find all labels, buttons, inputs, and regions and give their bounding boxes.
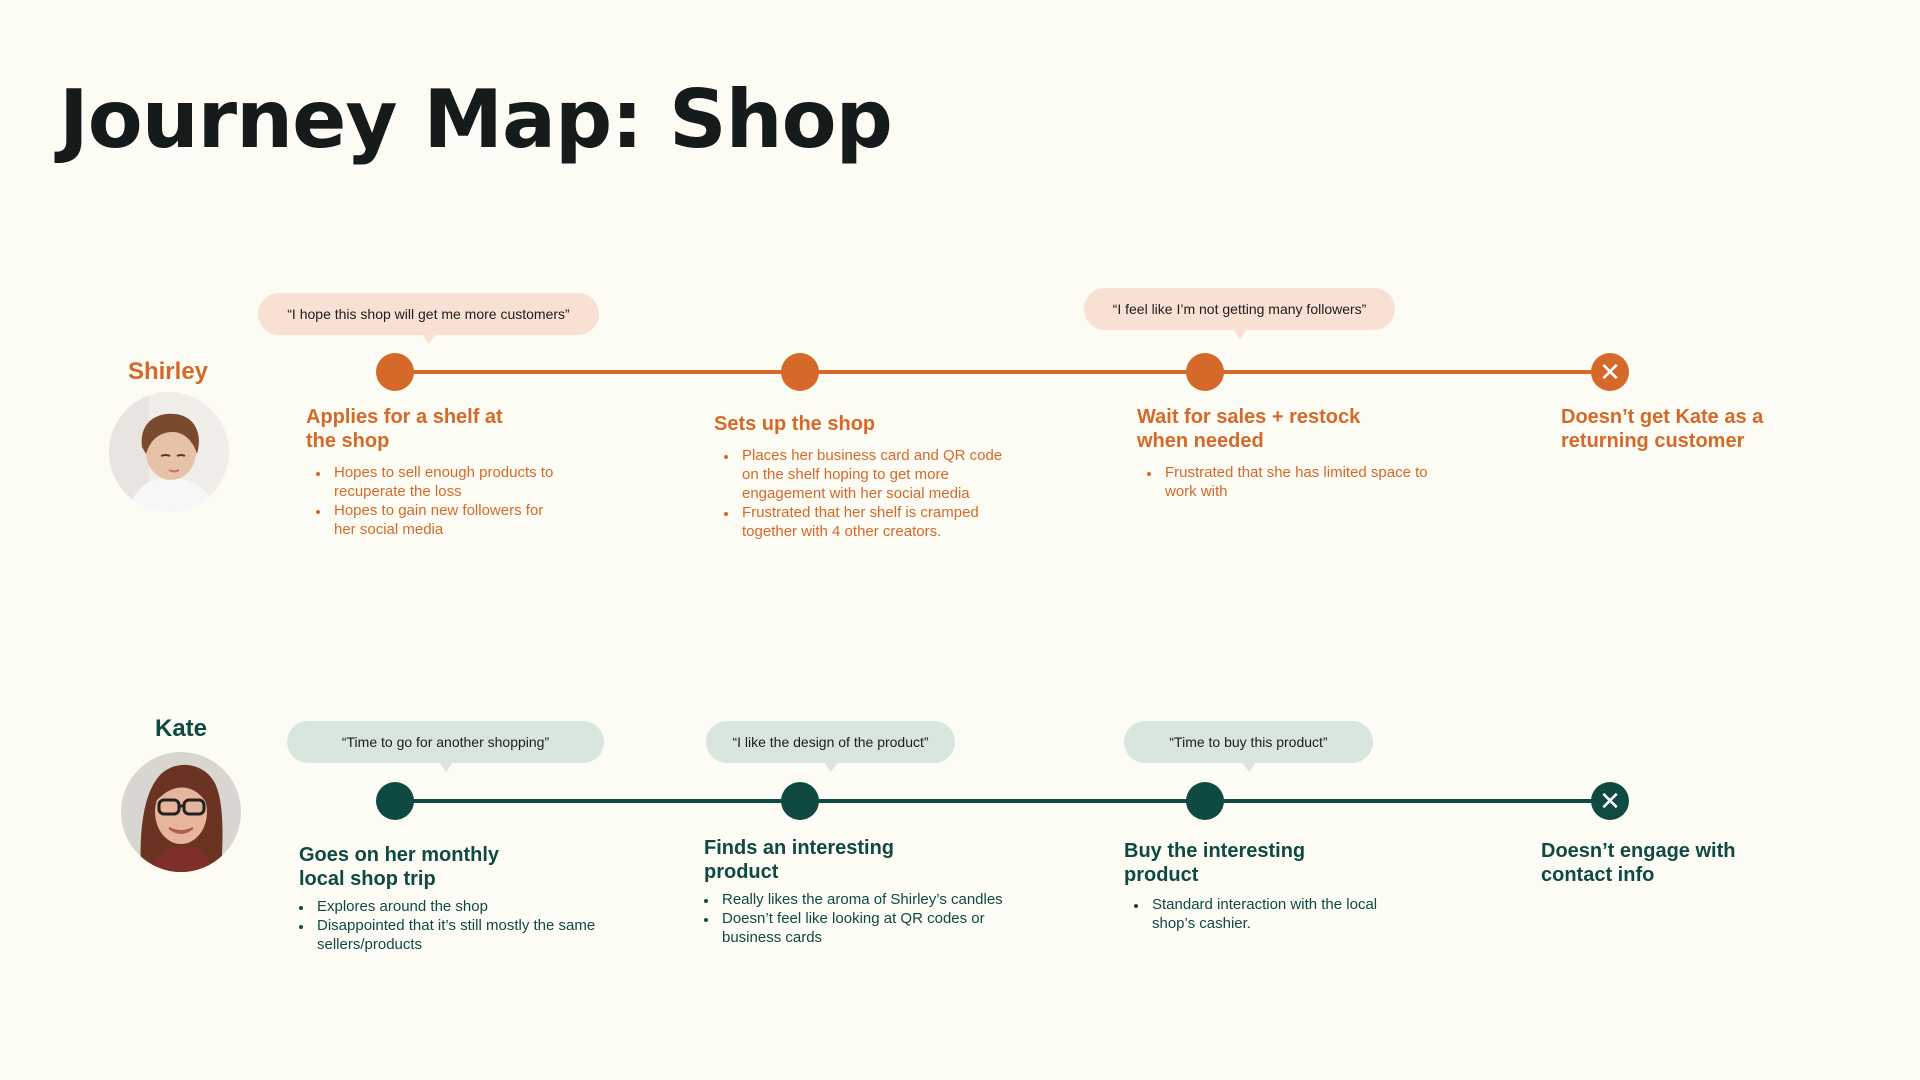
journey-stage: Sets up the shop Places her business car…	[714, 412, 1024, 541]
quote-bubble: “Time to buy this product”	[1124, 721, 1373, 763]
stage-title: Finds an interesting product	[704, 837, 895, 883]
quote-bubble: “I feel like I’m not getting many follow…	[1084, 288, 1395, 330]
stage-node	[376, 353, 414, 391]
page-title: Journey Map: Shop	[59, 73, 893, 166]
stage-note: Hopes to sell enough products to recuper…	[330, 463, 564, 501]
avatar	[109, 392, 229, 512]
stage-note: Disappointed that it’s still mostly the …	[313, 916, 627, 954]
journey-stage: Wait for sales + restock when needed Fru…	[1137, 405, 1437, 501]
stage-note: Hopes to gain new followers for her soci…	[330, 501, 564, 539]
journey-stage: Doesn’t engage with contact info	[1541, 839, 1781, 887]
quote-text: “Time to go for another shopping”	[341, 734, 550, 750]
journey-line	[395, 370, 1610, 374]
avatar	[121, 752, 241, 872]
stage-title: Applies for a shelf at the shop	[306, 406, 503, 452]
stage-notes: Places her business card and QR code on …	[714, 446, 1024, 541]
stage-title: Buy the interesting product	[1124, 840, 1306, 886]
quote-bubble: “Time to go for another shopping”	[287, 721, 604, 763]
stage-node	[1186, 782, 1224, 820]
stage-notes: Hopes to sell enough products to recuper…	[306, 463, 586, 539]
quote-bubble: “I like the design of the product”	[706, 721, 955, 763]
stage-note: Frustrated that she has limited space to…	[1161, 463, 1435, 501]
close-icon: ✕	[1591, 353, 1629, 391]
journey-stage: Buy the interesting product Standard int…	[1124, 839, 1424, 933]
journey-stage: Applies for a shelf at the shop Hopes to…	[306, 405, 586, 539]
stage-title: Goes on her monthly local shop trip	[299, 844, 500, 890]
stage-notes: Really likes the aroma of Shirley’s cand…	[704, 890, 1034, 947]
stage-note: Frustrated that her shelf is cramped tog…	[738, 503, 1022, 541]
quote-bubble: “I hope this shop will get me more custo…	[258, 293, 599, 335]
quote-text: “I hope this shop will get me more custo…	[287, 306, 570, 322]
stage-notes: Explores around the shop Disappointed th…	[299, 897, 629, 954]
stage-note: Places her business card and QR code on …	[738, 446, 1022, 503]
close-icon: ✕	[1591, 782, 1629, 820]
stage-title: Wait for sales + restock when needed	[1137, 406, 1361, 452]
stage-title: Sets up the shop	[714, 413, 876, 435]
quote-text: “I like the design of the product”	[732, 734, 929, 750]
stage-node	[376, 782, 414, 820]
stage-notes: Standard interaction with the local shop…	[1124, 895, 1424, 933]
stage-node	[781, 353, 819, 391]
journey-stage: Doesn’t get Kate as a returning customer	[1561, 405, 1801, 453]
journey-stage: Finds an interesting product Really like…	[704, 836, 1034, 947]
persona-name: Shirley	[127, 358, 209, 385]
stage-node	[781, 782, 819, 820]
stage-title: Doesn’t get Kate as a returning customer	[1561, 406, 1764, 452]
stage-note: Standard interaction with the local shop…	[1148, 895, 1422, 933]
journey-stage: Goes on her monthly local shop trip Expl…	[299, 843, 629, 954]
stage-title: Doesn’t engage with contact info	[1541, 840, 1736, 886]
journey-line	[395, 799, 1610, 803]
stage-note: Really likes the aroma of Shirley’s cand…	[718, 890, 1032, 909]
quote-text: “Time to buy this product”	[1169, 734, 1328, 750]
stage-notes: Frustrated that she has limited space to…	[1137, 463, 1437, 501]
persona-name: Kate	[154, 715, 208, 742]
quote-text: “I feel like I’m not getting many follow…	[1112, 301, 1367, 317]
stage-note: Doesn’t feel like looking at QR codes or…	[718, 909, 1012, 947]
stage-node	[1186, 353, 1224, 391]
stage-note: Explores around the shop	[313, 897, 627, 916]
